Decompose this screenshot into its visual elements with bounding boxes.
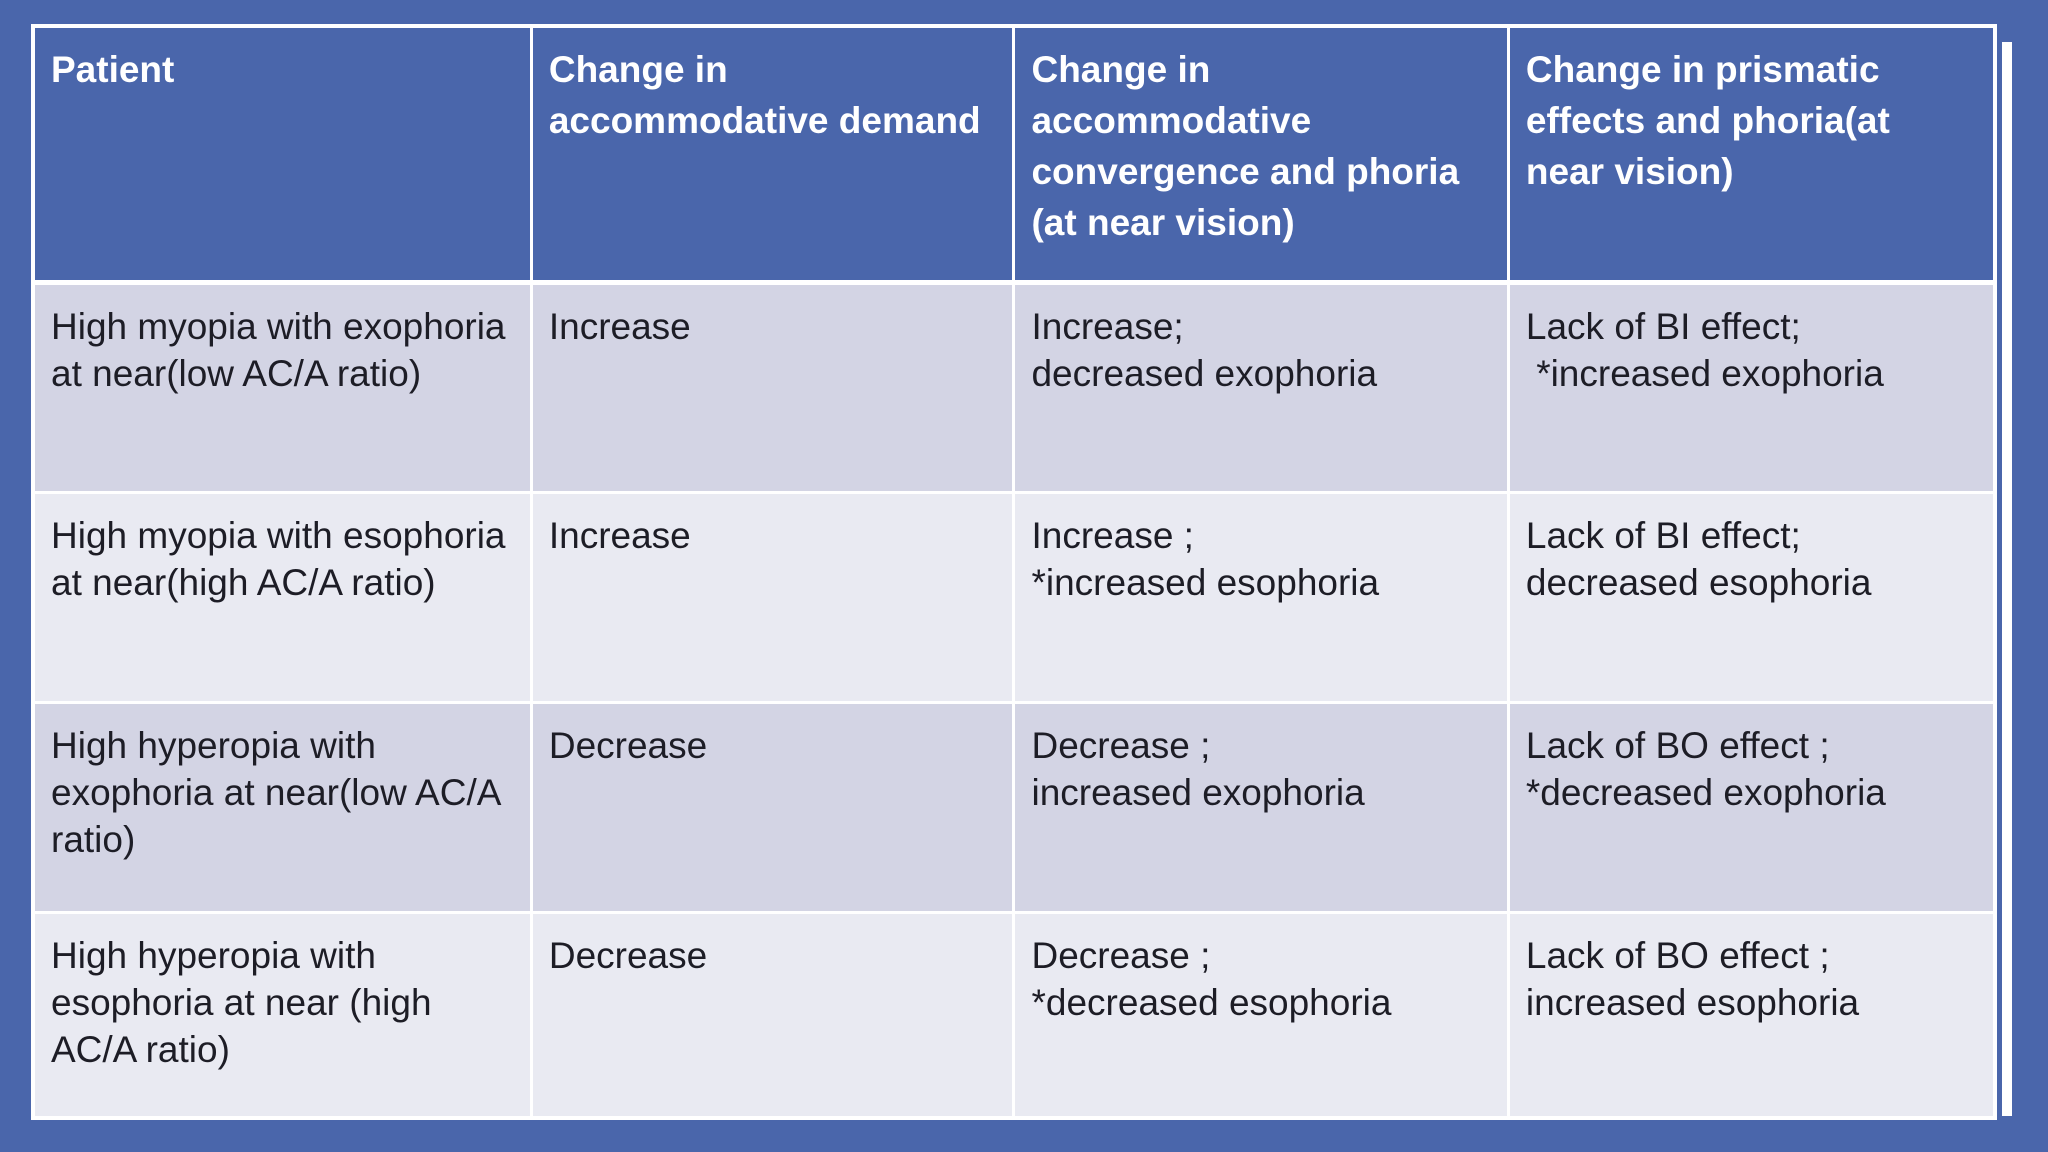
table-cell: Lack of BI effect; *increased exophoria bbox=[1506, 280, 1997, 494]
table-cell: Decrease bbox=[529, 910, 1016, 1120]
table-cell: High myopia with esophoria at near(high … bbox=[31, 490, 533, 704]
table-cell: Increase; decreased exophoria bbox=[1012, 280, 1510, 494]
table-row-high-myopia-esophoria: High myopia with esophoria at near(high … bbox=[31, 490, 1997, 704]
table-cell: Lack of BO effect ; increased esophoria bbox=[1506, 910, 1997, 1120]
table-cell: High hyperopia with exophoria at near(lo… bbox=[31, 700, 533, 914]
phoria-table: Patient Change in accommodative demand C… bbox=[31, 24, 1997, 1120]
table-cell: Decrease ; increased exophoria bbox=[1012, 700, 1510, 914]
table-cell: Increase bbox=[529, 280, 1016, 494]
column-header-accommodative-convergence: Change in accommodative convergence and … bbox=[1012, 24, 1510, 285]
table-cell: Decrease bbox=[529, 700, 1016, 914]
header-row: Patient Change in accommodative demand C… bbox=[31, 24, 1997, 285]
table-row-high-hyperopia-esophoria: High hyperopia with esophoria at near (h… bbox=[31, 910, 1997, 1120]
phoria-table-container: Patient Change in accommodative demand C… bbox=[31, 24, 2012, 1120]
column-header-patient: Patient bbox=[31, 24, 533, 285]
table-cell: Increase bbox=[529, 490, 1016, 704]
column-header-prismatic-effects: Change in prismatic effects and phoria(a… bbox=[1506, 24, 1997, 285]
table-row-high-myopia-exophoria: High myopia with exophoria at near(low A… bbox=[31, 280, 1997, 494]
table-cell: Increase ; *increased esophoria bbox=[1012, 490, 1510, 704]
table-cell: Lack of BI effect; decreased esophoria bbox=[1506, 490, 1997, 704]
table-cell: High myopia with exophoria at near(low A… bbox=[31, 280, 533, 494]
column-header-accommodative-demand: Change in accommodative demand bbox=[529, 24, 1016, 285]
table-cell: High hyperopia with esophoria at near (h… bbox=[31, 910, 533, 1120]
table-cell: Lack of BO effect ; *decreased exophoria bbox=[1506, 700, 1997, 914]
table-row-high-hyperopia-exophoria: High hyperopia with exophoria at near(lo… bbox=[31, 700, 1997, 914]
table-cell: Decrease ; *decreased esophoria bbox=[1012, 910, 1510, 1120]
